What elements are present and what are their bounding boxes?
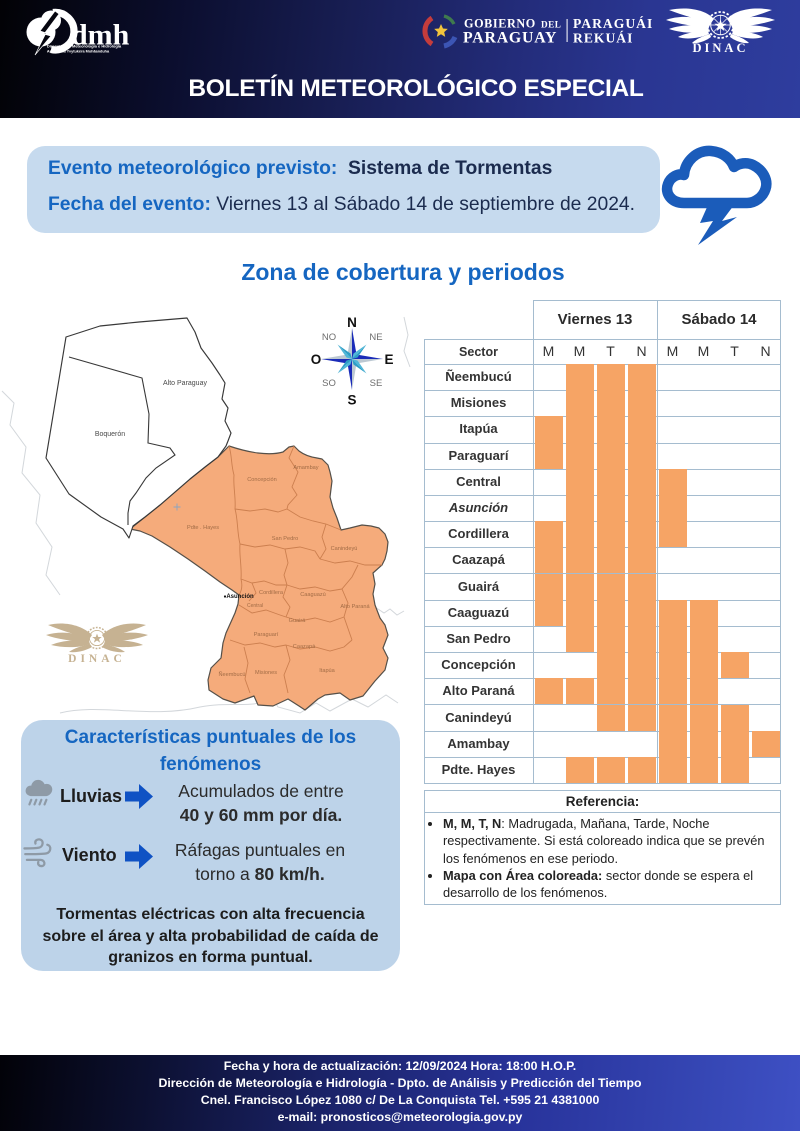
svg-text:Arandu ha Yvytukéra Mohãanduh: Arandu ha Yvytukéra Mohãanduha xyxy=(47,49,110,53)
svg-text:Paraguarí: Paraguarí xyxy=(254,632,279,638)
svg-text:PARAGUAY: PARAGUAY xyxy=(463,30,557,47)
svg-text:DINAC: DINAC xyxy=(693,41,749,54)
svg-text:O: O xyxy=(311,352,322,367)
svg-text:Caaguazú: Caaguazú xyxy=(300,592,326,598)
svg-text:Caazapá: Caazapá xyxy=(293,644,316,650)
svg-text:SE: SE xyxy=(370,378,383,389)
svg-text:Ñeembucú: Ñeembucú xyxy=(218,671,245,678)
svg-text:Cordillera: Cordillera xyxy=(259,590,284,596)
svg-text:E: E xyxy=(384,352,393,367)
svg-text:Guairá: Guairá xyxy=(289,618,307,624)
svg-text:PARAGUÁI: PARAGUÁI xyxy=(573,15,653,31)
svg-text:SO: SO xyxy=(322,378,336,389)
svg-text:Boquerón: Boquerón xyxy=(95,431,125,438)
svg-text:N: N xyxy=(347,315,357,330)
svg-text:Amambay: Amambay xyxy=(293,465,318,471)
svg-text:San Pedro: San Pedro xyxy=(272,536,298,542)
svg-text:Central: Central xyxy=(247,603,263,609)
svg-text:dmh: dmh xyxy=(71,19,130,52)
svg-text:Concepción: Concepción xyxy=(247,477,277,483)
svg-text:Alto Paraná: Alto Paraná xyxy=(340,604,370,610)
svg-text:Pdte . Hayes: Pdte . Hayes xyxy=(187,525,219,531)
svg-text:NO: NO xyxy=(322,332,336,343)
svg-text:Misiones: Misiones xyxy=(255,670,277,676)
svg-text:Dirección de Meteorología e Hi: Dirección de Meteorología e Hidrología xyxy=(47,44,122,49)
svg-text:NE: NE xyxy=(369,332,382,343)
svg-text:Asunción: Asunción xyxy=(226,594,254,600)
svg-text:Canindeyú: Canindeyú xyxy=(331,546,358,552)
svg-text:DEL: DEL xyxy=(541,20,561,30)
svg-text:S: S xyxy=(347,393,356,408)
svg-text:Itapúa: Itapúa xyxy=(319,668,335,674)
svg-text:Alto Paraguay: Alto Paraguay xyxy=(163,380,207,387)
svg-text:GOBIERNO: GOBIERNO xyxy=(464,17,536,31)
svg-text:DINAC: DINAC xyxy=(68,653,126,665)
svg-text:REKUÁI: REKUÁI xyxy=(573,30,633,46)
